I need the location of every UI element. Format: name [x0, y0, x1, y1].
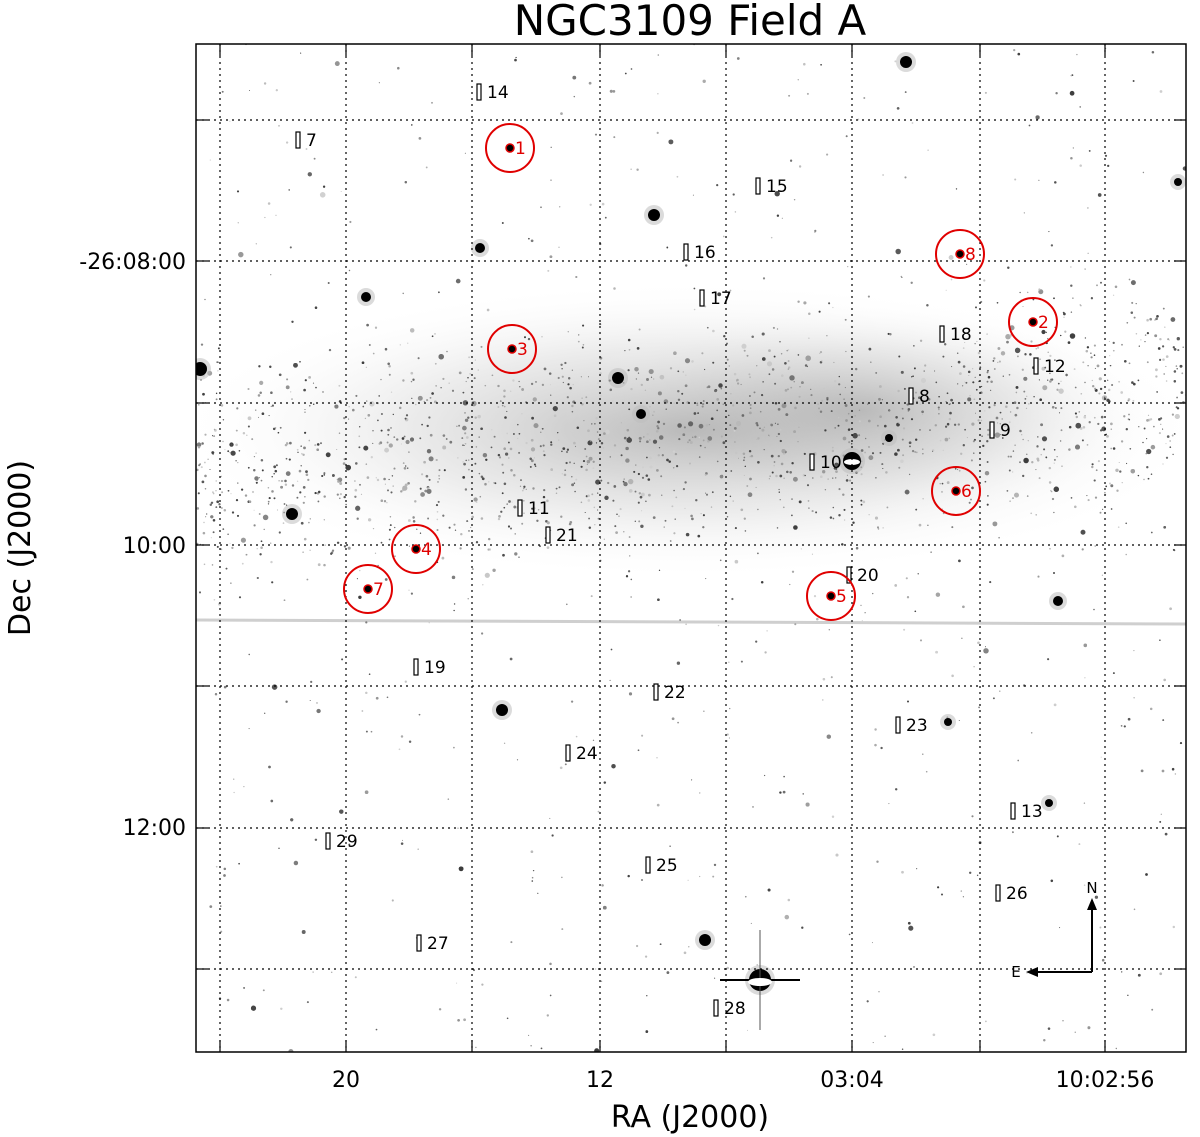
target-label: 5 [836, 587, 847, 607]
slit-label: 24 [576, 744, 598, 764]
slit-marker [809, 453, 815, 471]
target-circle [1008, 297, 1058, 347]
slit-label: 22 [664, 683, 686, 703]
slit-label: 23 [906, 716, 928, 736]
target-circles: 1 2 3 4 5 6 7 8 [343, 123, 1058, 621]
slit-marker [939, 325, 945, 343]
target-circle [487, 324, 537, 374]
slit-label: 8 [919, 387, 930, 407]
slit-label: 29 [336, 832, 358, 852]
target-label: 7 [373, 580, 384, 600]
compass: N E [1011, 879, 1097, 981]
slit-label: 28 [724, 999, 746, 1019]
slit-label: 18 [950, 325, 972, 345]
slit-marker [565, 744, 571, 762]
slit-label: 19 [424, 658, 446, 678]
east-label: E [1011, 963, 1020, 981]
target-label: 2 [1038, 313, 1049, 333]
slit-marker [846, 566, 852, 584]
x-tick-label: 20 [332, 1068, 360, 1093]
y-axis-label: Dec (J2000) [3, 460, 38, 636]
slit-markers: 7141516171812891011212019222324132925262… [295, 83, 1066, 1019]
slit-marker [325, 832, 331, 850]
target-label: 1 [515, 139, 526, 159]
slit-marker [683, 243, 689, 261]
slit-label: 16 [694, 243, 716, 263]
slit-marker [416, 934, 422, 952]
x-tick-label: 03:04 [820, 1068, 883, 1093]
target-circle [931, 466, 981, 516]
slit-marker [1010, 802, 1016, 820]
slit-marker [653, 683, 659, 701]
slit-label: 7 [306, 131, 317, 151]
slit-label: 21 [556, 526, 578, 546]
target-circle [485, 123, 535, 173]
slit-label: 14 [487, 83, 509, 103]
chart-title: NGC3109 Field A [514, 0, 867, 45]
slit-label: 13 [1021, 802, 1043, 822]
slit-label: 25 [656, 856, 678, 876]
target-circle [343, 564, 393, 614]
slit-marker [908, 387, 914, 405]
x-tick-label: 10:02:56 [1056, 1068, 1155, 1093]
slit-marker [995, 884, 1001, 902]
target-label: 4 [421, 540, 432, 560]
y-tick-label: 12:00 [123, 816, 186, 841]
slit-marker [699, 289, 705, 307]
tick-marks [196, 44, 1186, 1052]
target-label: 6 [961, 482, 972, 502]
bright-stars [196, 52, 1186, 1030]
slit-marker [476, 83, 482, 101]
target-circle [391, 524, 441, 574]
plot-frame [195, 43, 1187, 1053]
slit-label: 12 [1044, 357, 1066, 377]
slit-label: 17 [710, 289, 732, 309]
coordinate-grid [196, 44, 1186, 1052]
slit-marker [545, 526, 551, 544]
slit-marker [645, 856, 651, 874]
north-label: N [1086, 879, 1097, 897]
slit-marker [895, 716, 901, 734]
slit-marker [713, 999, 719, 1017]
slit-label: 15 [766, 177, 788, 197]
x-tick-label: 12 [586, 1068, 614, 1093]
sky-image: 7141516171812891011212019222324132925262… [196, 44, 1186, 1052]
x-axis-label: RA (J2000) [611, 1100, 769, 1135]
target-circle [935, 229, 985, 279]
slit-label: 27 [427, 934, 449, 954]
slit-marker [413, 658, 419, 676]
target-label: 3 [517, 340, 528, 360]
y-tick-label: -26:08:00 [79, 250, 186, 275]
slit-marker [517, 499, 523, 517]
slit-label: 10 [820, 453, 842, 473]
slit-label: 26 [1006, 884, 1028, 904]
slit-label: 20 [857, 566, 879, 586]
slit-marker [755, 177, 761, 195]
slit-label: 11 [528, 499, 550, 519]
y-tick-label: 10:00 [123, 534, 186, 559]
slit-marker [989, 421, 995, 439]
slit-marker [295, 131, 301, 149]
slit-label: 9 [1000, 421, 1011, 441]
detector-gap [196, 618, 1186, 626]
target-circle [806, 571, 856, 621]
slit-marker [1033, 357, 1039, 375]
target-label: 8 [965, 245, 976, 265]
